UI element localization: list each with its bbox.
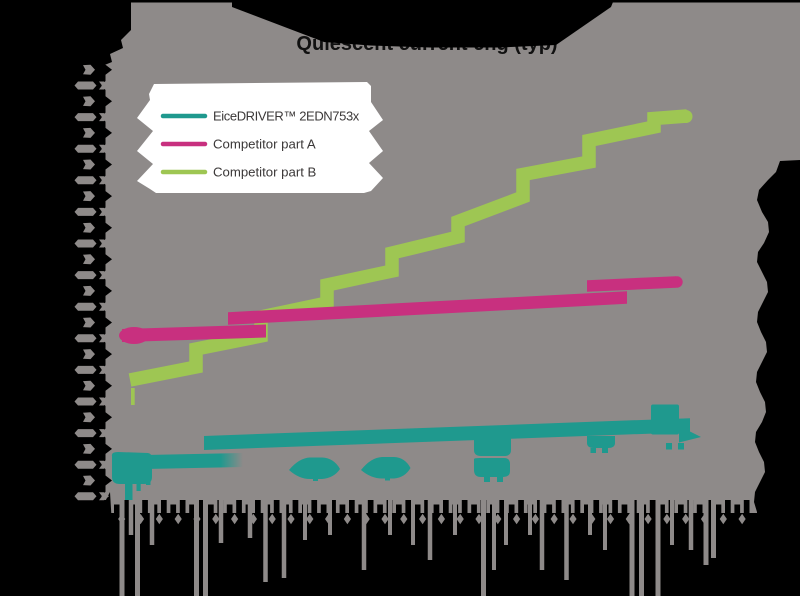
svg-text:Competitor part A: Competitor part A	[213, 137, 316, 152]
svg-text:EiceDRIVER™ 2EDN753x: EiceDRIVER™ 2EDN753x	[213, 109, 360, 124]
svg-text:Competitor part B: Competitor part B	[213, 165, 317, 180]
